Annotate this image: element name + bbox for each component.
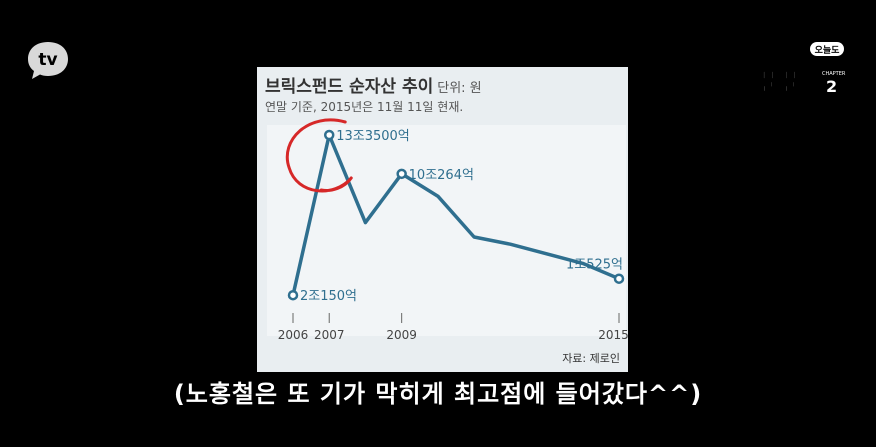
data-label: 1조525억 (566, 258, 623, 273)
chart-title-row: 브릭스펀드 순자산 추이 단위: 원 (265, 72, 482, 97)
data-point (287, 289, 299, 301)
x-tick-label: 2007 (314, 328, 345, 342)
show-logo: 개미는 오늘도 뚠뚠 CHAPTER 2 (742, 37, 846, 97)
show-chapter-label: CHAPTER (822, 71, 846, 77)
data-point (613, 273, 625, 284)
series-line (291, 133, 621, 297)
data-label: 2조150억 (300, 289, 357, 304)
show-title-line2: 뚠뚠 (760, 68, 804, 96)
data-label: 10조264억 (409, 168, 474, 183)
tv-logo-icon: tv (28, 42, 68, 79)
show-chapter-number: 2 (826, 77, 837, 96)
tv-logo-text: tv (38, 50, 57, 70)
chart-source: 자료: 제로인 (562, 352, 620, 365)
x-tick-label: 2006 (278, 328, 309, 342)
subtitle-caption: (노홍철은 또 기가 막히게 최고점에 들어갔다^^) (173, 380, 703, 408)
x-tick-label: 2009 (386, 328, 417, 342)
chart-unit: 단위: 원 (437, 81, 482, 96)
data-label: 13조3500억 (336, 129, 410, 144)
chart-svg: 2006 2007 2009 2015년 2조150억 13조3500억 10조264억 1조… (278, 118, 628, 342)
data-point (396, 168, 407, 180)
show-title-line1: 개미는 (742, 37, 797, 61)
chart-title: 브릭스펀드 순자산 추이 (265, 77, 434, 97)
highlight-circle (285, 118, 353, 193)
plot-area (267, 125, 626, 336)
chart-subtitle: 연말 기준, 2015년은 11월 11일 현재. (265, 100, 464, 114)
chart-panel: 브릭스펀드 순자산 추이 단위: 원 연말 기준, 2015년은 11월 11일 … (257, 67, 628, 372)
data-point (323, 129, 335, 141)
show-title-badge: 오늘도 (815, 45, 841, 56)
x-tick-label: 2015년 (598, 328, 628, 342)
